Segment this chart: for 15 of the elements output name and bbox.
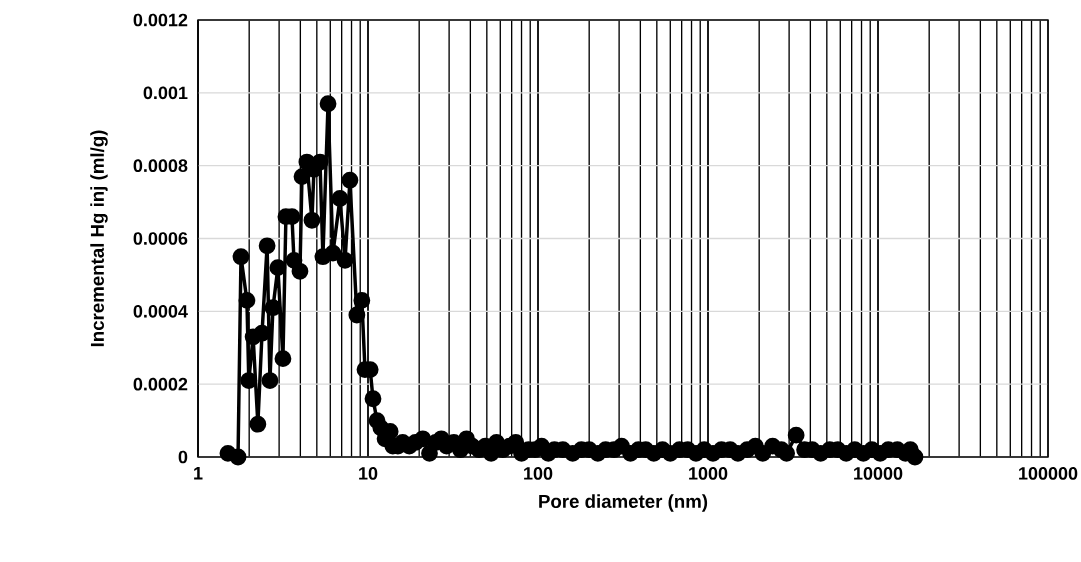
x-tick-label: 100000 xyxy=(1019,467,1078,480)
x-axis-title: Pore diameter (nm) xyxy=(539,494,708,512)
y-tick-label: 0.0008 xyxy=(133,159,188,173)
y-tick-label: 0.001 xyxy=(143,86,188,100)
x-tick-label: 10 xyxy=(359,467,378,480)
x-tick-label: 100 xyxy=(524,467,553,480)
y-tick-label: 0.0002 xyxy=(133,377,188,391)
x-tick-label: 1000 xyxy=(689,467,728,480)
y-axis-title: Incremental Hg inj (ml/g) xyxy=(90,130,108,347)
y-tick-label: 0.0006 xyxy=(133,232,188,245)
y-tick-label: 0.0004 xyxy=(133,304,188,318)
y-tick-label: 0.0012 xyxy=(133,13,188,27)
x-tick-label: 1 xyxy=(194,467,203,480)
y-tick-label: 0 xyxy=(178,450,188,464)
x-tick-label: 10000 xyxy=(854,467,903,480)
